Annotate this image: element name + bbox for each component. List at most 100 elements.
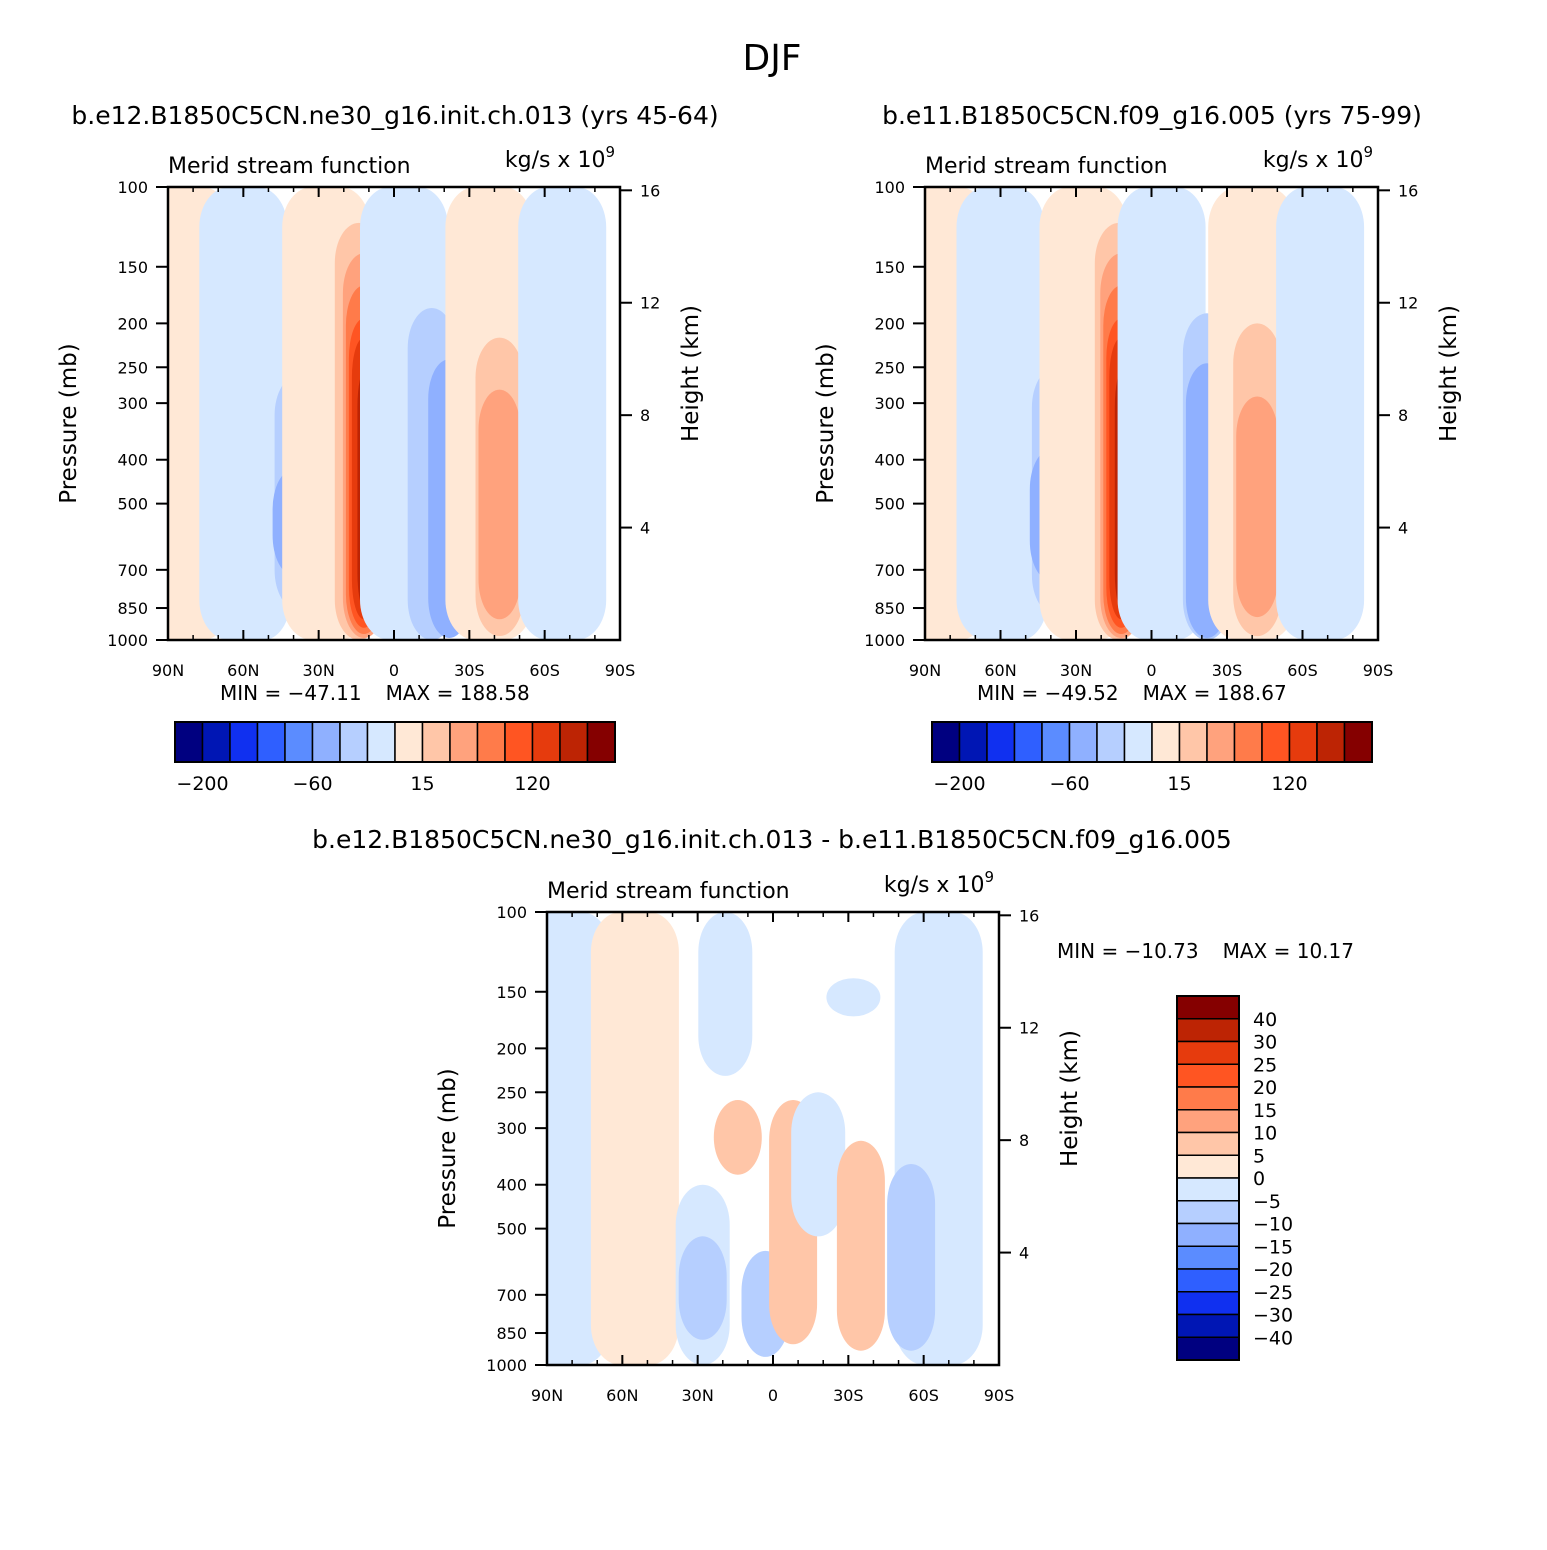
y-tick-label: 150 <box>117 258 148 277</box>
subtitle-left: Merid stream function <box>925 154 1168 179</box>
colorbar-swatch <box>1261 721 1291 763</box>
colorbar-swatch <box>1176 1245 1240 1270</box>
y-tick-label: 400 <box>117 451 148 470</box>
page-title: DJF <box>742 38 801 79</box>
colorbar-swatch <box>1288 721 1318 763</box>
subtitle-right: kg/s x 109 <box>505 143 615 173</box>
y-tick-label: 200 <box>874 314 905 333</box>
colorbar-label: −40 <box>1253 1327 1293 1349</box>
colorbar-label: 25 <box>1253 1054 1277 1076</box>
colorbar-swatch <box>1176 1131 1240 1156</box>
contour-cell <box>678 1236 727 1340</box>
x-tick-label: 60S <box>529 661 560 680</box>
contour-cell <box>478 389 521 620</box>
y-tick-label: 250 <box>874 358 905 377</box>
x-tick-label: 60S <box>908 1386 939 1405</box>
y-tick-label: 100 <box>496 903 527 922</box>
y-tick-label: 200 <box>117 314 148 333</box>
colorbar-swatch <box>1233 721 1263 763</box>
x-tick-label: 60S <box>1287 661 1318 680</box>
subtitle-right-base: kg/s x 10 <box>884 873 985 898</box>
x-tick-label: 60N <box>984 661 1016 680</box>
x-tick-label: 60N <box>227 661 259 680</box>
panel-model-1: 90N 60N 30N 0 30S 60S 90S 100 150 200 250 300 400 500… <box>56 101 719 795</box>
colorbar-swatch <box>1176 995 1240 1020</box>
x-tick-label: 0 <box>1146 661 1156 680</box>
y-axis-title: Pressure (mb) <box>435 1068 461 1228</box>
colorbar-label: 30 <box>1253 1032 1277 1054</box>
contour-cell <box>713 1100 762 1175</box>
y-right-tick-label: 8 <box>640 406 650 425</box>
colorbar-swatch <box>1151 721 1181 763</box>
min-text: MIN = −49.52 <box>977 681 1119 705</box>
y-right-tick-label: 12 <box>1019 1019 1039 1038</box>
colorbar-swatch <box>421 721 451 763</box>
min-text: MIN = −10.73 <box>1057 939 1199 963</box>
y-tick-label: 300 <box>496 1119 527 1138</box>
colorbar-swatch <box>174 721 204 763</box>
case-title: b.e12.B1850C5CN.ne30_g16.init.ch.013 (yr… <box>71 101 718 130</box>
x-tick-label: 30N <box>303 661 335 680</box>
contour-field <box>925 187 1365 640</box>
max-text: MAX = 188.58 <box>386 681 530 705</box>
y-right-axis-title: Height (km) <box>1057 1030 1083 1167</box>
colorbar-label: −15 <box>1253 1236 1293 1258</box>
colorbar-label: −25 <box>1253 1282 1293 1304</box>
colorbar-label: −60 <box>292 773 332 795</box>
y-tick-label: 400 <box>496 1176 527 1195</box>
contour-cell <box>887 1164 936 1351</box>
y-right-tick-label: 8 <box>1398 406 1408 425</box>
colorbar-swatch <box>1176 1063 1240 1088</box>
y-tick-label: 200 <box>496 1039 527 1058</box>
contour-field <box>168 187 607 640</box>
x-tick-label: 90S <box>984 1386 1015 1405</box>
colorbar-label: 120 <box>514 773 550 795</box>
y-right-axis-title: Height (km) <box>678 305 704 442</box>
x-tick-label: 30N <box>1060 661 1092 680</box>
colorbar-label: 120 <box>1271 773 1307 795</box>
y-tick-label: 1000 <box>486 1356 527 1375</box>
colorbar-swatch <box>1068 721 1098 763</box>
case-title: b.e11.B1850C5CN.f09_g16.005 (yrs 75-99) <box>882 101 1422 130</box>
colorbar-swatch <box>339 721 369 763</box>
colorbar-swatch <box>1176 1154 1240 1179</box>
colorbar-swatch <box>1176 1040 1240 1065</box>
colorbar-label: 40 <box>1253 1009 1277 1031</box>
colorbar-swatch <box>449 721 479 763</box>
colorbar-swatch <box>1178 721 1208 763</box>
y-tick-label: 150 <box>874 258 905 277</box>
y-tick-label: 150 <box>496 983 527 1002</box>
y-right-tick-label: 12 <box>1398 294 1418 313</box>
y-tick-label: 300 <box>117 394 148 413</box>
subtitle-right-exponent: 9 <box>1363 143 1373 161</box>
colorbar-label: 20 <box>1253 1077 1277 1099</box>
y-right-tick-label: 12 <box>640 294 660 313</box>
colorbar-label: −60 <box>1049 773 1089 795</box>
contour-cell <box>826 978 881 1017</box>
colorbar-swatch <box>1041 721 1071 763</box>
colorbar-label: −200 <box>933 773 985 795</box>
subtitle-right-base: kg/s x 10 <box>1263 148 1364 173</box>
max-text: MAX = 10.17 <box>1223 939 1354 963</box>
colorbar-label: −10 <box>1253 1214 1293 1236</box>
y-tick-label: 500 <box>496 1220 527 1239</box>
x-tick-label: 0 <box>389 661 399 680</box>
y-right-tick-label: 16 <box>1019 906 1039 925</box>
colorbar-label: −20 <box>1253 1259 1293 1281</box>
contour-cell <box>590 912 679 1365</box>
subtitle-right-base: kg/s x 10 <box>505 148 606 173</box>
case-title: b.e12.B1850C5CN.ne30_g16.init.ch.013 - b… <box>312 825 1232 854</box>
x-tick-label: 90N <box>152 661 184 680</box>
subtitle-left: Merid stream function <box>168 154 411 179</box>
colorbar-swatch <box>1176 1336 1240 1361</box>
y-tick-label: 850 <box>117 599 148 618</box>
subtitle-right: kg/s x 109 <box>884 868 994 898</box>
colorbar-swatch <box>1123 721 1153 763</box>
y-tick-label: 100 <box>117 178 148 197</box>
subtitle-right: kg/s x 109 <box>1263 143 1373 173</box>
min-max-readout: MIN = −47.11 MAX = 188.58 <box>220 681 530 705</box>
colorbar-swatch <box>1176 1177 1240 1202</box>
colorbar-swatch <box>531 721 561 763</box>
x-tick-label: 90N <box>909 661 941 680</box>
colorbar-swatch <box>1176 1200 1240 1225</box>
